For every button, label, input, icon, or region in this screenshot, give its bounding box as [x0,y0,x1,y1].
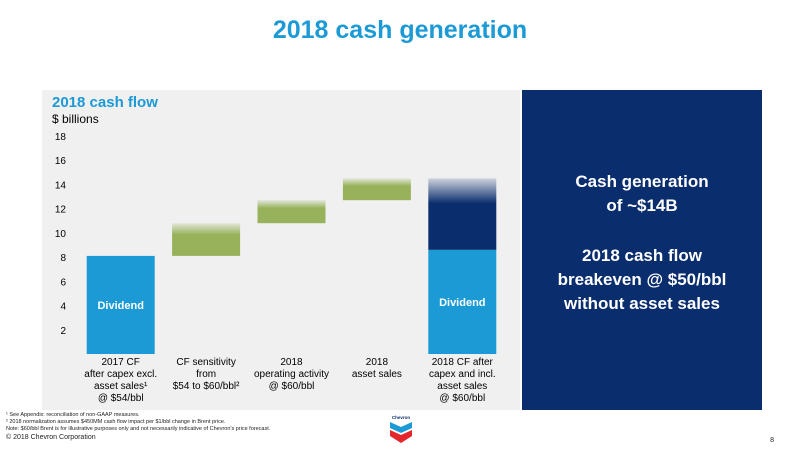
footnote: ² 2018 normalization assumes $450MM cash… [6,419,226,425]
y-tick-label: 4 [60,302,66,313]
y-tick-label: 8 [60,253,66,264]
bar-segment [342,178,411,201]
footnote: Note: $60/bbl Brent is for illustrative … [6,426,271,432]
x-category-label: 2018 operating activity @ $60/bbl [250,357,334,393]
cash-generation-callout: Cash generation of ~$14B [522,170,762,218]
x-category-label: CF sensitivity from $54 to $60/bbl² [164,357,248,393]
category-label-line: asset sales [437,381,488,392]
y-tick-label: 10 [55,229,67,240]
footnote: ¹ See Appendix: reconciliation of non-GA… [6,412,140,418]
y-tick-label: 18 [55,132,67,143]
bar-segment [428,178,497,250]
logo-text: Chevron [392,415,411,420]
bar-segment [86,255,155,354]
breakeven-callout: 2018 cash flow breakeven @ $50/bbl witho… [522,244,762,316]
category-label-line: asset sales [351,369,402,380]
bar-segment [257,200,326,224]
category-label-line: from [196,369,217,380]
copyright: © 2018 Chevron Corporation [6,434,96,441]
x-category-label: 2017 CF after capex excl. asset sales¹ @ $5… [79,357,163,405]
chart-title: 2018 cash flow [52,94,158,111]
category-label-line: @ $60/bbl [268,381,315,392]
chart-bars: Dividend Dividend [86,178,497,354]
bar-segment [428,249,497,354]
category-label-line: 2018 CF after [431,357,493,368]
category-label-line: @ $54/bbl [97,393,144,404]
callout-line: without asset sales [564,294,720,313]
callout-line: of ~$14B [606,196,678,215]
chart-unit-label: $ billions [52,112,99,126]
category-label-line: 2018 [365,357,389,368]
bar-segment [172,223,241,256]
category-label-line: asset sales¹ [94,381,148,392]
footnotes: ¹ See Appendix: reconciliation of non-GA… [6,412,270,433]
callout-line: Cash generation [575,172,709,191]
callout-line: breakeven @ $50/bbl [557,270,727,289]
category-label-line: 2017 CF [101,357,140,368]
slide-title: 2018 cash generation [272,16,528,44]
y-tick-label: 2 [60,326,66,337]
bar-label: Dividend [439,297,485,309]
category-label-line: $54 to $60/bbl² [172,381,240,392]
page-number: 8 [770,437,774,444]
x-category-label: 2018 asset sales [335,357,419,381]
y-axis-ticks: 2 4 6 8 10 12 14 16 18 [55,132,67,337]
y-tick-label: 6 [60,277,66,288]
category-label-line: 2018 [280,357,303,368]
category-label-line: capex and incl. [428,369,496,380]
y-tick-label: 12 [55,205,67,216]
bar-label: Dividend [97,300,143,312]
chevron-logo-icon: Chevron [390,415,412,443]
callout-line: 2018 cash flow [581,246,702,265]
category-label-line: CF sensitivity [176,357,236,368]
y-tick-label: 14 [55,180,67,191]
y-tick-label: 16 [55,156,67,167]
summary-panel [522,90,762,410]
category-label-line: operating activity [253,369,330,380]
category-label-line: @ $60/bbl [439,393,486,404]
category-label-line: after capex excl. [84,369,158,380]
x-category-label: 2018 CF after capex and incl. asset sales @… [420,357,504,405]
